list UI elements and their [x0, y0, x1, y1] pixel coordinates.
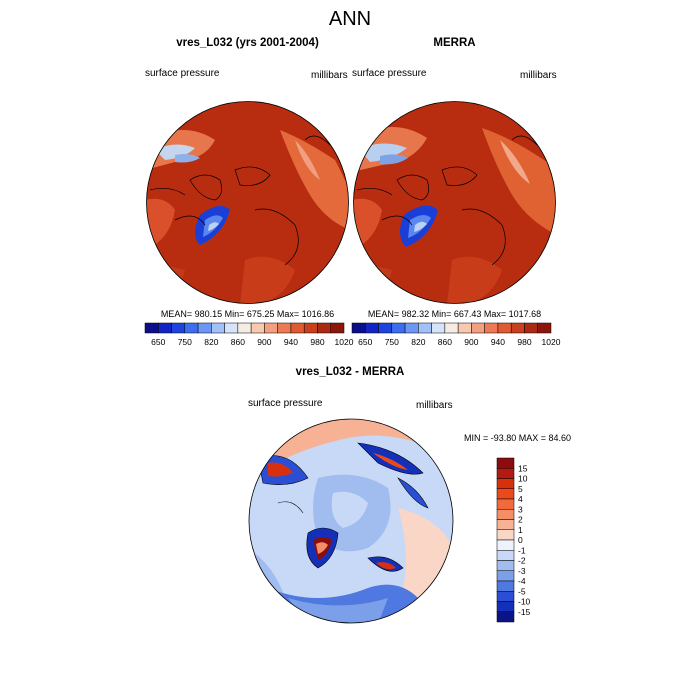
colorbar-tick-label: 900: [257, 337, 271, 347]
colorbar-box: [237, 322, 252, 334]
colorbar-box: [418, 322, 432, 334]
colorbar-box: [496, 580, 515, 592]
panel-right-label-obs: millibars: [520, 70, 557, 81]
colorbar-box: [496, 570, 515, 582]
colorbar-box: [496, 560, 515, 571]
colorbar-box: [496, 601, 515, 612]
colorbar-box: [497, 322, 512, 334]
polar-map-obs: [353, 101, 556, 304]
colorbar-tick-label: 860: [438, 337, 452, 347]
colorbar-box: [290, 322, 305, 334]
colorbar-tick-label: 5: [518, 484, 523, 494]
colorbar-tick-label: -4: [518, 576, 526, 586]
colorbar-box: [484, 322, 499, 334]
main-title: ANN: [328, 8, 372, 30]
colorbar-tick-label: -10: [518, 597, 531, 607]
colorbar-box: [144, 322, 159, 334]
colorbar-box: [158, 322, 172, 334]
colorbar-box: [524, 322, 538, 334]
colorbar-tick-label: 650: [151, 337, 165, 347]
colorbar-box: [277, 322, 292, 334]
colorbar-box: [378, 322, 393, 334]
stats-model: MEAN= 980.15 Min= 675.25 Max= 1016.86: [160, 309, 335, 319]
colorbar-tick-label: 1020: [542, 337, 561, 347]
colorbar-tick-label: 940: [491, 337, 505, 347]
colorbar-tick-label: 940: [284, 337, 298, 347]
colorbar-tick-label: 10: [518, 474, 528, 484]
colorbar-tick-label: 980: [517, 337, 531, 347]
diff-left-label: surface pressure: [248, 398, 323, 409]
diff-stats: MIN = -93.80 MAX = 84.60: [464, 433, 572, 443]
colorbar-tick-label: 0: [518, 535, 523, 545]
colorbar-box: [224, 322, 239, 334]
panel-title-obs: MERRA: [433, 37, 476, 49]
polar-map-model: [146, 101, 349, 304]
colorbar-tick-label: 2: [518, 515, 523, 525]
colorbar-box: [496, 488, 515, 500]
colorbar-tick-label: 750: [178, 337, 192, 347]
colorbar-box: [391, 322, 406, 334]
colorbar-box: [496, 468, 515, 479]
colorbar-tick-label: 980: [310, 337, 324, 347]
colorbar-tick-label: 820: [411, 337, 425, 347]
colorbar-box: [303, 322, 318, 334]
colorbar-box: [510, 322, 525, 334]
panel-title-model: vres_L032 (yrs 2001-2004): [176, 37, 319, 49]
colorbar-obs: 650 750 820 860 900 940 980 1020: [351, 322, 561, 347]
polar-map-diff: [248, 418, 454, 624]
colorbar-tick-label: 750: [385, 337, 399, 347]
colorbar-box: [197, 322, 212, 334]
colorbar-box: [496, 457, 515, 469]
colorbar-box: [496, 591, 515, 602]
colorbar-tick-label: 15: [518, 463, 528, 473]
colorbar-box: [496, 550, 515, 561]
colorbar-tick-label: -2: [518, 556, 526, 566]
colorbar-tick-label: 3: [518, 504, 523, 514]
colorbar-box: [496, 519, 515, 530]
colorbar-box: [444, 322, 459, 334]
colorbar-box: [404, 322, 419, 334]
colorbar-box: [317, 322, 331, 334]
colorbar-box: [496, 498, 515, 510]
panel-right-label-model: millibars: [311, 70, 348, 81]
colorbar-box: [264, 322, 278, 334]
colorbar-box: [471, 322, 485, 334]
colorbar-box: [496, 539, 515, 551]
colorbar-box: [250, 322, 265, 334]
colorbar-box: [431, 322, 446, 334]
colorbar-tick-label: -1: [518, 545, 526, 555]
colorbar-box: [211, 322, 225, 334]
colorbar-tick-label: 860: [231, 337, 245, 347]
colorbar-tick-label: -5: [518, 586, 526, 596]
colorbar-tick-label: 900: [464, 337, 478, 347]
colorbar-model: 650 750 820 860 900 940 980 1020: [144, 322, 354, 347]
colorbar-box: [457, 322, 472, 334]
colorbar-box: [496, 529, 515, 541]
colorbar-box: [171, 322, 186, 334]
stats-obs: MEAN= 982.32 Min= 667.43 Max= 1017.68: [367, 309, 542, 319]
colorbar-box: [351, 322, 366, 334]
colorbar-box: [496, 611, 515, 623]
colorbar-box: [330, 322, 345, 334]
colorbar-tick-label: -3: [518, 566, 526, 576]
colorbar-box: [496, 509, 515, 520]
diff-right-label: millibars: [416, 400, 453, 411]
colorbar-tick-label: -15: [518, 607, 531, 617]
colorbar-tick-label: 1: [518, 525, 523, 535]
diff-title: vres_L032 - MERRA: [295, 366, 405, 378]
colorbar-tick-label: 4: [518, 494, 523, 504]
colorbar-box: [496, 478, 515, 489]
colorbar-box: [365, 322, 379, 334]
colorbar-tick-label: 820: [204, 337, 218, 347]
panel-left-label-obs: surface pressure: [352, 68, 427, 79]
panel-left-label-model: surface pressure: [145, 68, 220, 79]
colorbar-box: [184, 322, 199, 334]
colorbar-box: [537, 322, 552, 334]
colorbar-tick-label: 1020: [335, 337, 354, 347]
colorbar-tick-label: 650: [358, 337, 372, 347]
